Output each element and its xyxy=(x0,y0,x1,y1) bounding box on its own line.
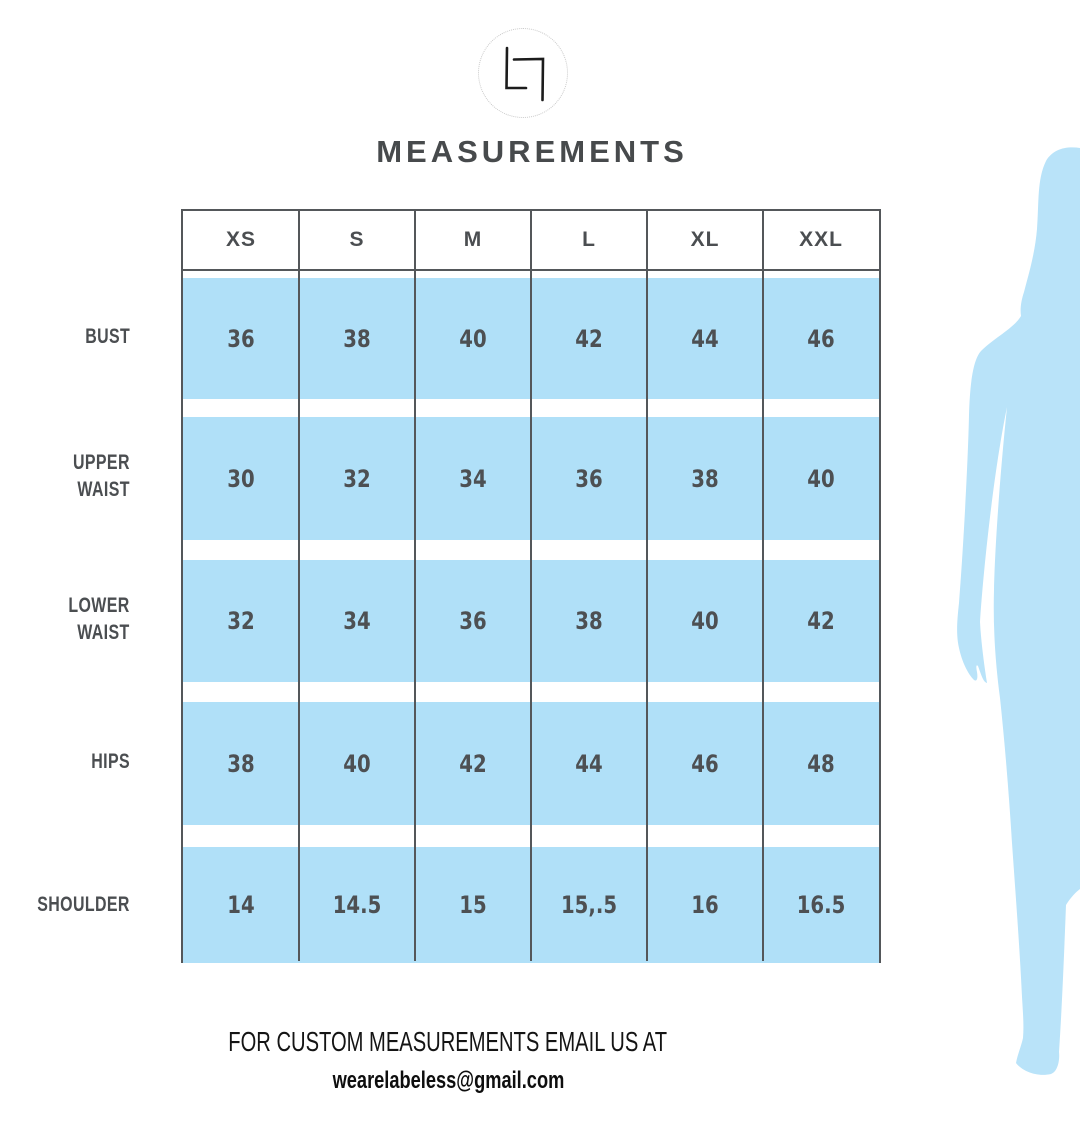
table-row: 36 38 40 42 44 46 xyxy=(183,278,879,399)
row-label-bust: BUST xyxy=(85,324,130,348)
cell-value: 38 xyxy=(343,324,371,353)
column-header-s: S xyxy=(349,228,365,251)
cell-value: 32 xyxy=(343,464,371,493)
table-row: 14 14.5 15 15,.5 16 16.5 xyxy=(183,847,879,963)
cell-value: 32 xyxy=(227,607,255,635)
row-label-upper-waist: UPPER WAIST xyxy=(73,451,130,501)
cell-value: 16 xyxy=(691,891,719,919)
table-row: 30 32 34 36 38 40 xyxy=(183,417,879,540)
cell-value: 40 xyxy=(807,464,835,493)
row-label-lower-waist: LOWER WAIST xyxy=(68,594,130,644)
cell-value: 46 xyxy=(807,324,835,353)
cell-value: 42 xyxy=(575,324,603,353)
cell-value: 36 xyxy=(459,607,487,635)
brand-logo xyxy=(478,28,568,118)
cell-value: 46 xyxy=(691,749,719,778)
cell-value: 42 xyxy=(459,749,487,778)
column-header-xs: XS xyxy=(225,228,256,251)
cell-value: 44 xyxy=(575,749,603,778)
cell-value: 48 xyxy=(807,749,835,778)
cell-value: 44 xyxy=(691,324,719,353)
column-header-m: M xyxy=(463,228,483,251)
cell-value: 40 xyxy=(691,607,719,635)
cell-value: 38 xyxy=(227,749,255,778)
cell-value: 15,.5 xyxy=(560,891,618,919)
contact-email: wearelabeless@gmail.com xyxy=(332,1067,564,1094)
table-header-row: XS S M L XL XXL xyxy=(183,211,879,271)
cell-value: 30 xyxy=(227,464,255,493)
cell-value: 34 xyxy=(343,607,371,635)
cell-value: 16.5 xyxy=(796,891,846,919)
column-header-xl: XL xyxy=(690,228,720,251)
cell-value: 36 xyxy=(227,324,255,353)
cell-value: 15 xyxy=(459,891,487,919)
cell-value: 38 xyxy=(575,607,603,635)
labeless-mark-icon xyxy=(505,46,545,102)
cell-value: 38 xyxy=(691,464,719,493)
row-label-hips: HIPS xyxy=(91,749,130,773)
table-row: 32 34 36 38 40 42 xyxy=(183,560,879,682)
page-title: MEASUREMENTS xyxy=(376,134,688,169)
column-header-xxl: XXL xyxy=(799,228,843,251)
woman-figure-silhouette xyxy=(957,147,1080,1075)
cell-value: 34 xyxy=(459,464,487,493)
measurements-table: XS S M L XL XXL 36 38 40 42 44 46 30 32 … xyxy=(181,209,881,963)
table-row: 38 40 42 44 46 48 xyxy=(183,702,879,825)
cell-value: 14.5 xyxy=(332,891,382,919)
woman-figure-silhouette-path xyxy=(957,147,1080,1075)
cell-value: 42 xyxy=(807,607,835,635)
cell-value: 40 xyxy=(459,324,487,353)
cell-value: 36 xyxy=(575,464,603,493)
column-header-l: L xyxy=(582,228,596,251)
row-label-shoulder: SHOULDER xyxy=(37,892,130,916)
custom-measurements-note: FOR CUSTOM MEASUREMENTS EMAIL US AT xyxy=(228,1026,668,1057)
cell-value: 40 xyxy=(343,749,371,778)
footer: FOR CUSTOM MEASUREMENTS EMAIL US AT wear… xyxy=(0,1026,896,1095)
cell-value: 14 xyxy=(227,891,255,919)
